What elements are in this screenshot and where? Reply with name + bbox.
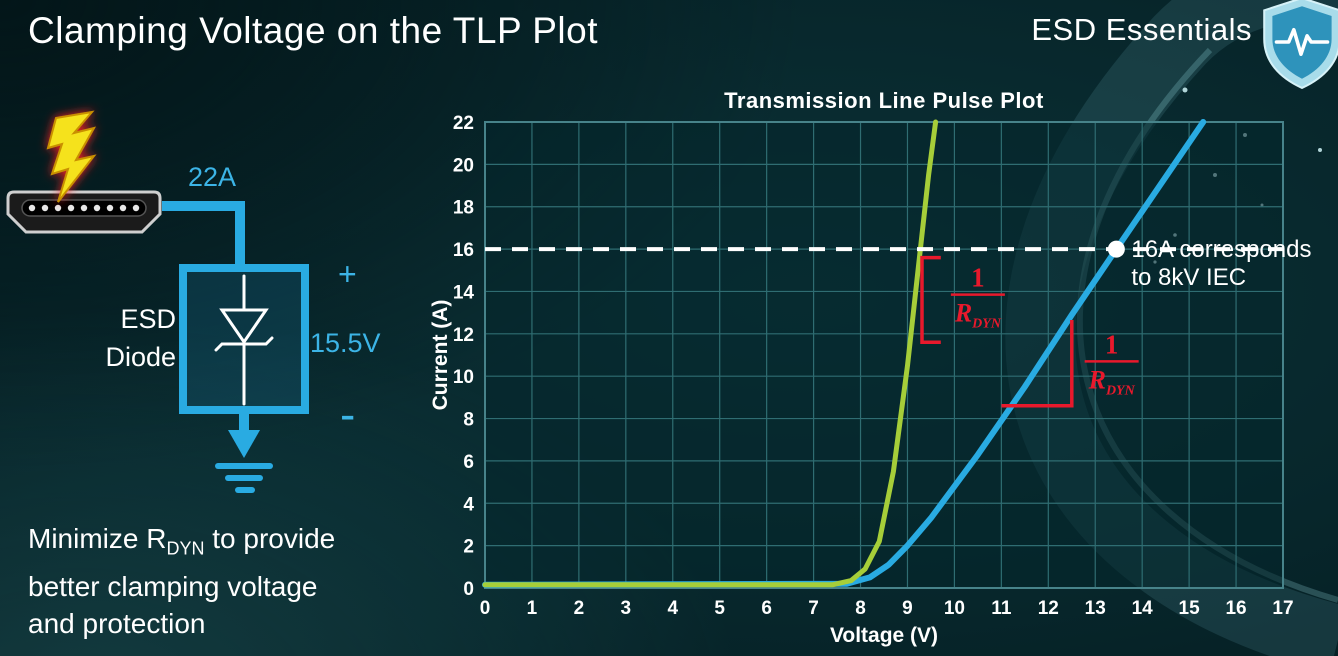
x-tick-label: 14 bbox=[1132, 598, 1154, 619]
surge-current-label: 22A bbox=[188, 162, 236, 192]
shield-inner bbox=[1272, 6, 1332, 79]
caption-text: Minimize R bbox=[28, 523, 167, 554]
brand-title: ESD Essentials bbox=[1031, 12, 1252, 47]
caption-text: to provide bbox=[204, 523, 336, 554]
x-tick-label: 10 bbox=[944, 598, 965, 619]
caption-subscript: DYN bbox=[166, 538, 205, 559]
x-tick-label: 1 bbox=[527, 598, 538, 619]
chart-title: Transmission Line Pulse Plot bbox=[724, 88, 1044, 113]
pulse-line-icon bbox=[1274, 27, 1330, 57]
rdyn-fraction-numerator-0: 1 bbox=[971, 263, 985, 293]
x-tick-label: 9 bbox=[902, 598, 913, 619]
x-tick-label: 0 bbox=[480, 598, 491, 619]
device-label-line2: Diode bbox=[105, 342, 176, 372]
y-tick-label: 14 bbox=[453, 282, 475, 303]
x-axis-label: Voltage (V) bbox=[830, 624, 938, 647]
y-tick-label: 10 bbox=[453, 367, 474, 388]
clamp-voltage-label: 15.5V bbox=[310, 328, 381, 358]
y-axis-label: Current (A) bbox=[430, 300, 452, 411]
x-tick-label: 8 bbox=[855, 598, 866, 619]
slide-title: Clamping Voltage on the TLP Plot bbox=[28, 10, 599, 51]
zener-diode-symbol-icon bbox=[214, 274, 274, 406]
x-tick-label: 12 bbox=[1038, 598, 1059, 619]
hdmi-pins bbox=[28, 204, 140, 212]
x-tick-label: 5 bbox=[714, 598, 725, 619]
green-curve-line bbox=[482, 119, 939, 588]
x-tick-label: 7 bbox=[808, 598, 819, 619]
x-tick-label: 13 bbox=[1085, 598, 1106, 619]
x-tick-label: 6 bbox=[761, 598, 772, 619]
y-tick-label: 0 bbox=[463, 579, 474, 600]
caption: Minimize RDYN to provide better clamping… bbox=[28, 520, 335, 642]
minus-polarity-label: - bbox=[340, 388, 355, 440]
marker-dot-16A bbox=[1107, 240, 1125, 258]
blue-curve-line bbox=[482, 119, 1207, 588]
y-tick-label: 16 bbox=[453, 240, 474, 261]
surge-wire bbox=[162, 201, 245, 268]
marker-label-line2: to 8kV IEC bbox=[1131, 264, 1246, 291]
slope-marker-1 bbox=[1001, 320, 1074, 408]
x-tick-label: 3 bbox=[621, 598, 632, 619]
lightning-bolt-icon bbox=[46, 110, 97, 203]
x-tick-label: 15 bbox=[1179, 598, 1201, 619]
y-tick-label: 18 bbox=[453, 198, 474, 219]
y-tick-label: 20 bbox=[453, 155, 474, 176]
caption-line-1: Minimize RDYN to provide bbox=[28, 520, 335, 568]
esd-diode-circuit-diagram: 22A ESD Diode + 15.5V - bbox=[6, 110, 381, 493]
current-arrow-icon bbox=[228, 430, 260, 458]
slope-marker-0 bbox=[920, 255, 941, 345]
x-tick-label: 11 bbox=[991, 598, 1012, 619]
plus-polarity-label: + bbox=[338, 256, 357, 292]
x-tick-label: 17 bbox=[1272, 598, 1293, 619]
esd-shield-logo-icon bbox=[1263, 0, 1338, 90]
caption-line-2: better clamping voltage bbox=[28, 570, 318, 602]
marker-label-line1: 16A corresponds bbox=[1131, 236, 1311, 263]
plot-border bbox=[484, 121, 1284, 589]
x-tick-label: 4 bbox=[667, 598, 678, 619]
y-tick-label: 4 bbox=[463, 494, 474, 515]
y-tick-label: 8 bbox=[463, 410, 474, 431]
y-tick-label: 2 bbox=[463, 537, 474, 558]
x-tick-label: 2 bbox=[574, 598, 585, 619]
x-tick-label: 16 bbox=[1225, 598, 1246, 619]
device-label-line1: ESD bbox=[120, 304, 176, 334]
y-tick-label: 6 bbox=[463, 452, 474, 473]
caption-line-3: and protection bbox=[28, 607, 206, 639]
rdyn-fraction-numerator-1: 1 bbox=[1105, 329, 1119, 359]
ground-symbol-icon bbox=[215, 463, 273, 493]
y-tick-label: 22 bbox=[453, 113, 474, 134]
hdmi-connector-icon bbox=[6, 190, 162, 234]
y-tick-label: 12 bbox=[453, 325, 474, 346]
